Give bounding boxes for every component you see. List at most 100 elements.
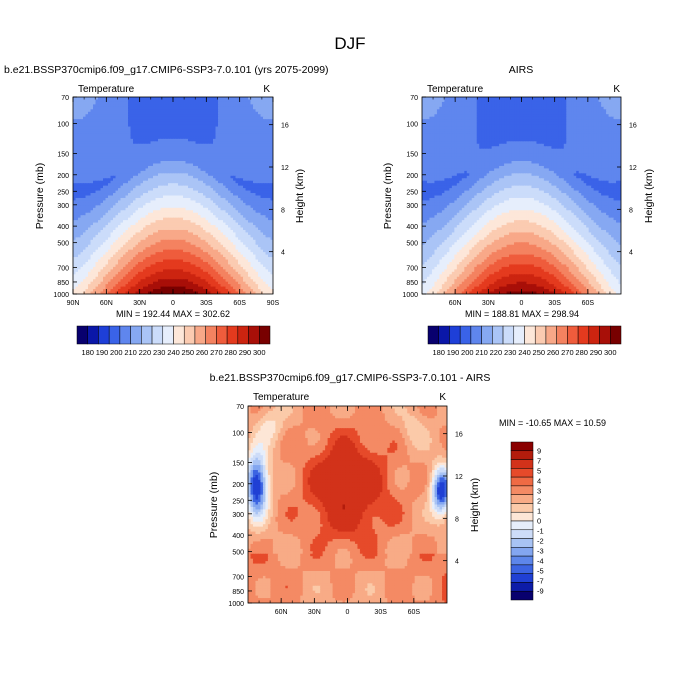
y-tick-label: 700 — [232, 575, 244, 582]
colorbar-label: 210 — [124, 348, 137, 357]
x-tick-label: 30S — [374, 609, 387, 616]
colorbar-swatch — [470, 325, 482, 345]
y-tick-label: 400 — [57, 224, 69, 231]
y-tick-label: 300 — [57, 203, 69, 210]
colorbar-label: -4 — [537, 557, 544, 566]
colorbar-label: 240 — [518, 348, 531, 357]
colorbar-swatch — [87, 325, 99, 345]
colorbar-swatch — [492, 325, 504, 345]
colorbar-label: 300 — [604, 348, 617, 357]
colorbar-label: 230 — [504, 348, 517, 357]
colorbar-label: 230 — [153, 348, 166, 357]
colorbar-swatch — [510, 590, 534, 601]
colorbar-swatch — [510, 485, 534, 495]
y-tick-label: 400 — [406, 224, 418, 231]
y-tick-label: 400 — [232, 533, 244, 540]
colorbar-swatch — [151, 325, 164, 345]
y-tick-label: 300 — [232, 512, 244, 519]
panel-model-colorbar: 180 190 200 210 220 230 240 250 260 270 280 290 300 — [76, 325, 271, 357]
y2-tick-label: 8 — [455, 516, 459, 523]
y-tick-label: 500 — [232, 550, 244, 557]
panel-diff-ylabel: Pressure (mb) — [208, 472, 220, 539]
colorbar-swatch — [510, 529, 534, 539]
colorbar-swatch — [510, 503, 534, 513]
colorbar-swatch — [510, 555, 534, 566]
colorbar-swatch — [510, 520, 534, 531]
colorbar-label: 180 — [432, 348, 445, 357]
y2-tick-label: 16 — [455, 432, 463, 439]
colorbar-swatch — [510, 511, 534, 522]
colorbar-swatch — [510, 564, 534, 574]
colorbar-swatch — [510, 468, 534, 478]
colorbar-swatch — [577, 325, 590, 345]
panel-obs-x-ticks: 60N 30N 0 30S 60S — [432, 97, 611, 307]
panel-model-stats: MIN = 192.44 MAX = 302.62 — [116, 309, 230, 319]
x-tick-label: 60S — [233, 300, 246, 307]
colorbar-swatch — [237, 325, 249, 345]
panel-obs: AIRS Temperature K Pressure (mb) Height … — [382, 64, 655, 357]
y-tick-label: 200 — [406, 173, 418, 180]
x-tick-label: 60N — [275, 609, 288, 616]
colorbar-label: -7 — [537, 577, 544, 586]
colorbar-label: 200 — [461, 348, 474, 357]
colorbar-label: 300 — [253, 348, 266, 357]
panel-diff-y2-ticks: 16 12 8 4 — [443, 432, 463, 566]
panel-diff-field — [248, 406, 447, 603]
colorbar-swatch — [438, 325, 450, 345]
colorbar-label: 250 — [533, 348, 546, 357]
colorbar-swatch — [459, 325, 472, 345]
colorbar-label: 2 — [537, 496, 541, 505]
y-tick-label: 70 — [236, 404, 244, 411]
colorbar-swatch — [513, 325, 525, 345]
y-tick-label: 850 — [57, 280, 69, 287]
y-tick-label: 1000 — [402, 292, 418, 299]
colorbar-label: 260 — [196, 348, 209, 357]
colorbar-swatch — [194, 325, 206, 345]
panel-diff-y2label: Height (km) — [469, 478, 481, 532]
colorbar-swatch — [259, 325, 271, 345]
x-tick-label: 30S — [200, 300, 213, 307]
colorbar-label: 220 — [139, 348, 152, 357]
colorbar-swatch — [162, 325, 174, 345]
y-tick-label: 200 — [57, 173, 69, 180]
panel-obs-y2-ticks: 16 12 8 4 — [617, 123, 637, 257]
x-tick-label: 30N — [133, 300, 146, 307]
colorbar-swatch — [510, 547, 534, 557]
colorbar-swatch — [205, 325, 217, 345]
colorbar-swatch — [534, 325, 547, 345]
colorbar-label: 190 — [96, 348, 109, 357]
colorbar-swatch — [599, 325, 611, 345]
colorbar-swatch — [183, 325, 196, 345]
panel-diff-title: b.e21.BSSP370cmip6.f09_g17.CMIP6-SSP3-7.… — [210, 372, 491, 384]
figure-title: DJF — [334, 34, 365, 53]
y-tick-label: 70 — [61, 95, 69, 102]
colorbar-swatch — [510, 538, 534, 548]
colorbar-label: -3 — [537, 547, 544, 556]
colorbar-swatch — [76, 325, 88, 345]
colorbar-label: 290 — [590, 348, 603, 357]
colorbar-swatch — [510, 494, 534, 504]
y-tick-label: 150 — [406, 151, 418, 158]
colorbar-swatch — [567, 325, 579, 345]
y2-tick-label: 12 — [629, 165, 637, 172]
x-tick-label: 30N — [308, 609, 321, 616]
y-tick-label: 250 — [232, 498, 244, 505]
colorbar-swatch — [216, 325, 228, 345]
colorbar-label: 180 — [81, 348, 94, 357]
colorbar-swatch — [248, 325, 260, 345]
panel-model-y-ticks: 70 100 150 200 250 300 400 500 700 850 1000 — [53, 95, 77, 299]
colorbar-label: 240 — [167, 348, 180, 357]
colorbar-swatch — [610, 325, 622, 345]
panel-diff: b.e21.BSSP370cmip6.f09_g17.CMIP6-SSP3-7.… — [208, 372, 606, 616]
panel-diff-y-ticks: 70 100 150 200 250 300 400 500 700 850 1000 — [228, 404, 252, 608]
y-tick-label: 150 — [232, 460, 244, 467]
y2-tick-label: 12 — [455, 474, 463, 481]
y-tick-label: 150 — [57, 151, 69, 158]
colorbar-swatch — [119, 325, 131, 345]
x-tick-label: 0 — [346, 609, 350, 616]
panel-model-y2-ticks: 16 12 8 4 — [269, 123, 289, 257]
colorbar-label: 250 — [182, 348, 195, 357]
colorbar-label: 210 — [475, 348, 488, 357]
